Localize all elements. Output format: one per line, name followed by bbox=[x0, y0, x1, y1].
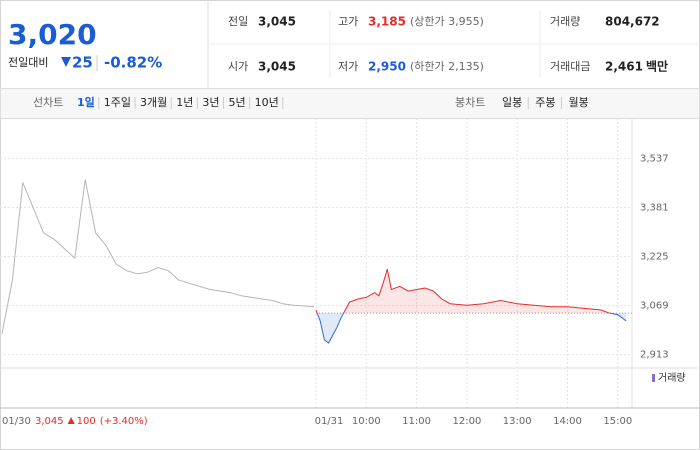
x-tick-label: 10:00 bbox=[352, 416, 381, 427]
stat-label: 거래량 bbox=[550, 15, 580, 28]
change-rate: -0.82% bbox=[104, 54, 162, 72]
price-line-up bbox=[315, 268, 613, 314]
x-tick-label: 14:00 bbox=[553, 416, 582, 427]
footer-price: 3,045 bbox=[35, 416, 64, 427]
stat-label: 저가 bbox=[338, 60, 358, 73]
stat-label: 전일 bbox=[228, 14, 248, 28]
footer-date: 01/30 bbox=[2, 416, 31, 427]
x-tick-label: 15:00 bbox=[603, 416, 632, 427]
candle-tab[interactable]: 주봉 bbox=[535, 96, 555, 109]
y-tick-label: 3,381 bbox=[640, 202, 669, 213]
period-tab[interactable]: 10년 bbox=[255, 96, 279, 109]
y-tick-label: 2,913 bbox=[640, 350, 669, 361]
down-arrow bbox=[61, 57, 71, 67]
stat-value: 3,045 bbox=[258, 60, 296, 74]
stat-value: 3,045 bbox=[258, 15, 296, 29]
period-tab[interactable]: 1일 bbox=[77, 95, 95, 109]
stat-value: 804,672 bbox=[605, 15, 660, 29]
stat-value: 2,950 bbox=[368, 60, 406, 74]
candle-tab[interactable]: 월봉 bbox=[569, 96, 589, 109]
price-line bbox=[1, 179, 315, 334]
x-tick-label: 11:00 bbox=[402, 416, 431, 427]
stat-unit: 백만 bbox=[646, 59, 668, 74]
footer-rate: (+3.40%) bbox=[100, 416, 148, 427]
date-label: 01/30 bbox=[2, 416, 31, 427]
change: 25 bbox=[72, 54, 93, 72]
period-tab[interactable]: 1년 bbox=[176, 96, 193, 109]
tab-label: 선차트 bbox=[33, 96, 63, 109]
footer-change: 100 bbox=[77, 416, 96, 427]
stat-label: 시가 bbox=[228, 60, 248, 73]
tab-label: 봉차트 bbox=[455, 96, 485, 109]
period-tab[interactable]: 5년 bbox=[229, 96, 246, 109]
date-label: 01/31 bbox=[315, 416, 344, 427]
period-tab[interactable]: 1주일 bbox=[104, 95, 131, 109]
y-tick-label: 3,225 bbox=[640, 252, 669, 263]
period-tab[interactable]: 3개월 bbox=[140, 96, 167, 109]
x-tick-label: 12:00 bbox=[452, 416, 481, 427]
current-price: 3,020 bbox=[8, 18, 97, 51]
stat-value: 2,461 bbox=[605, 60, 643, 74]
stat-note: (상한가 3,955) bbox=[410, 15, 484, 28]
legend-swatch bbox=[652, 374, 655, 382]
x-tick-label: 13:00 bbox=[503, 416, 532, 427]
stat-label: 고가 bbox=[338, 15, 358, 28]
stat-note: (하한가 2,135) bbox=[410, 59, 484, 73]
y-tick-label: 3,537 bbox=[640, 153, 669, 164]
legend-label: 거래량 bbox=[658, 372, 686, 384]
y-tick-label: 3,069 bbox=[640, 301, 669, 312]
period-tab[interactable]: 3년 bbox=[202, 96, 219, 109]
price-line-down bbox=[316, 313, 627, 344]
change-label: 전일대비 bbox=[8, 55, 48, 69]
candle-tab[interactable]: 일봉 bbox=[502, 95, 522, 109]
stat-label: 거래대금 bbox=[550, 60, 590, 73]
stat-value: 3,185 bbox=[368, 15, 406, 29]
up-arrow bbox=[67, 417, 75, 424]
